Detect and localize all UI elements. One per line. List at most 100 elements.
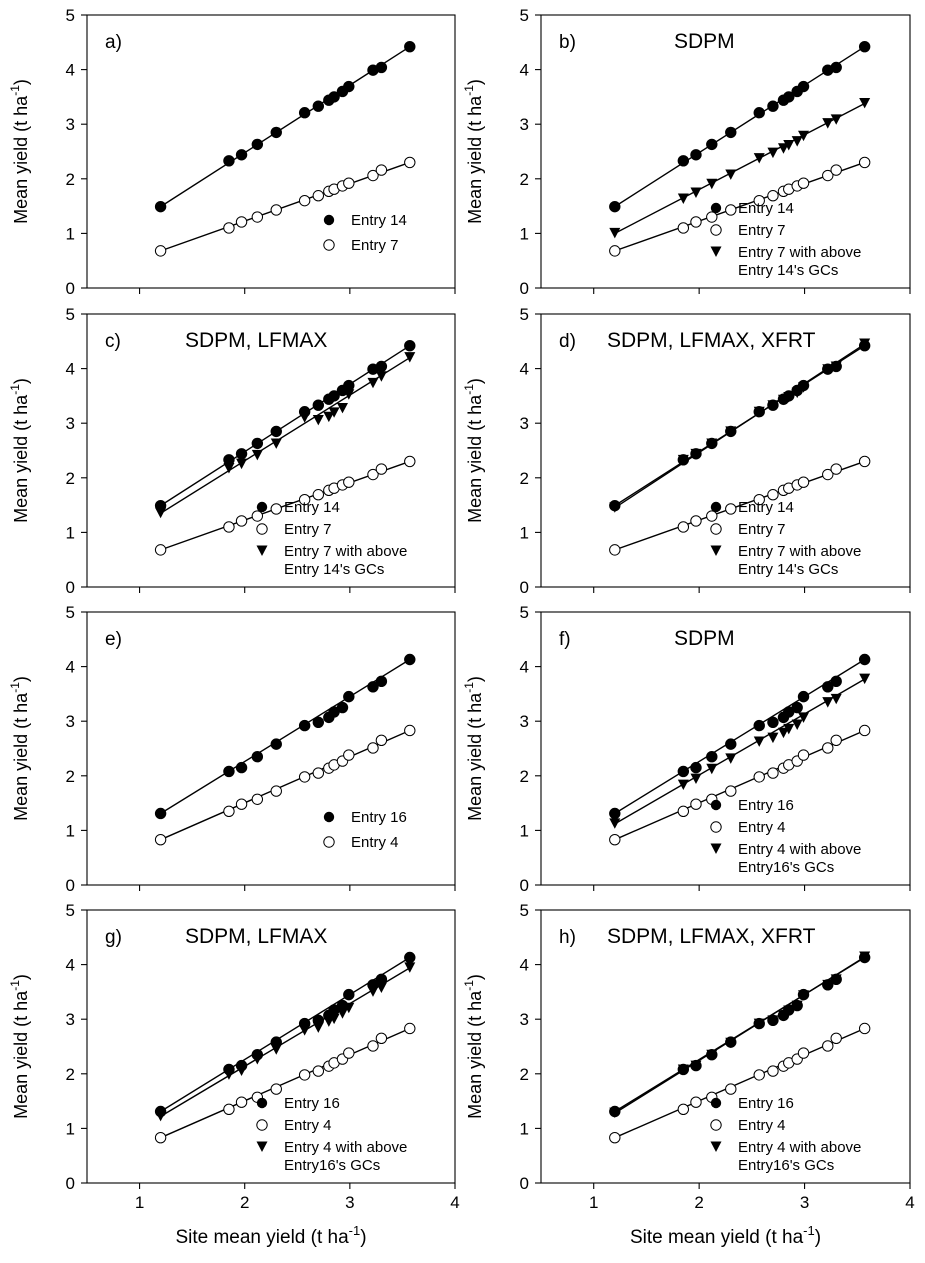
data-point — [343, 476, 355, 488]
panel-d: 0 1 2 3 4 5 Mean yield (t ha-1) d) SDPM, LFMAX, … — [462, 305, 911, 597]
legend-marker — [323, 836, 335, 848]
y-tick-label: 4 — [66, 956, 75, 975]
data-point — [690, 761, 702, 774]
y-tick-label: 4 — [520, 658, 529, 677]
data-point — [725, 738, 737, 750]
legend-label: Entry 14's GCs — [284, 561, 384, 578]
data-point — [830, 1032, 842, 1045]
data-point — [767, 1014, 779, 1026]
data-point — [312, 767, 325, 779]
data-point — [753, 1069, 765, 1081]
plot-frame — [86, 313, 456, 588]
data-point — [312, 100, 325, 112]
legend-label: Entry 14's GCs — [738, 262, 838, 279]
data-point — [298, 493, 311, 506]
data-point — [312, 190, 325, 202]
data-point — [298, 406, 311, 418]
data-point — [690, 187, 702, 198]
data-point — [404, 724, 416, 737]
data-point — [223, 805, 235, 817]
data-point — [690, 1059, 702, 1072]
data-point — [323, 411, 335, 423]
data-point — [725, 503, 737, 515]
legend-label: Entry 14's GCs — [738, 561, 838, 578]
data-point — [270, 785, 282, 797]
data-point — [706, 138, 718, 151]
data-point — [753, 493, 765, 506]
y-tick-label: 4 — [66, 658, 75, 677]
y-tick-label: 4 — [66, 61, 75, 80]
legend-label: Entry 16 — [351, 809, 407, 826]
y-tick-label: 3 — [66, 115, 75, 134]
data-point — [822, 681, 834, 693]
legend-marker — [710, 545, 722, 556]
data-point — [404, 40, 416, 53]
panel-title: SDPM, LFMAX, XFRT — [607, 925, 816, 948]
data-point — [251, 437, 264, 450]
data-point — [367, 979, 379, 991]
plot-frame — [540, 909, 911, 1184]
data-point — [822, 742, 834, 754]
data-point — [767, 732, 779, 744]
panel-f: 0 1 2 3 4 5 Mean yield (t ha-1) f) SDPM Entry 16 E… — [462, 603, 911, 895]
data-point — [343, 80, 355, 93]
y-tick-label: 1 — [520, 523, 529, 542]
data-point — [859, 673, 871, 685]
data-point — [336, 701, 349, 714]
y-tick-label: 1 — [66, 1119, 75, 1138]
data-point — [783, 139, 795, 151]
data-point — [298, 194, 311, 207]
legend-marker — [710, 202, 722, 214]
plot-frame — [540, 14, 911, 289]
panel-label: e) — [105, 629, 122, 650]
legend-label: Entry 16 — [284, 1095, 340, 1112]
data-point — [797, 988, 810, 1001]
y-tick-label: 2 — [66, 767, 75, 786]
y-tick-label: 5 — [66, 603, 75, 622]
data-point — [223, 463, 235, 474]
legend-label: Entry 4 — [284, 1117, 332, 1134]
data-point — [298, 1069, 311, 1081]
legend-label: Entry 7 — [738, 521, 786, 538]
data-point — [767, 716, 779, 728]
data-point — [677, 779, 689, 791]
legend-label: Entry 16 — [738, 1095, 794, 1112]
data-point — [753, 771, 765, 783]
data-point — [235, 448, 248, 460]
legend-label: Entry 14 — [284, 499, 340, 516]
legend-label: Entry 4 with above — [284, 1139, 407, 1156]
data-point — [690, 216, 702, 228]
y-tick-label: 5 — [520, 6, 529, 25]
data-point — [312, 716, 325, 728]
legend-marker — [256, 1119, 268, 1131]
data-point — [725, 785, 737, 797]
legend-marker — [710, 523, 722, 535]
data-point — [830, 164, 842, 176]
data-point — [677, 521, 690, 533]
panel-label: a) — [105, 32, 122, 53]
x-tick-label: 3 — [800, 1193, 809, 1212]
data-point — [706, 510, 718, 522]
panel-a: 0 1 2 3 4 5 Mean yield (t ha-1) a) Entry 14 Entry… — [8, 6, 456, 298]
data-point — [797, 1047, 810, 1059]
y-tick-label: 3 — [66, 1010, 75, 1029]
legend-marker — [710, 843, 722, 854]
data-point — [783, 390, 795, 402]
data-point — [791, 719, 803, 730]
data-point — [270, 425, 282, 438]
data-point — [690, 448, 702, 460]
series-line — [614, 46, 866, 208]
x-tick-label: 1 — [135, 1193, 144, 1212]
data-point — [312, 1014, 325, 1026]
data-point — [251, 138, 264, 151]
data-point — [312, 489, 325, 501]
data-point — [609, 818, 621, 829]
y-tick-label: 4 — [520, 61, 529, 80]
data-point — [753, 153, 765, 164]
data-point — [328, 390, 340, 402]
x-tick-label: 4 — [905, 1193, 914, 1212]
x-tick-label: 1 — [589, 1193, 598, 1212]
data-point — [223, 454, 235, 466]
panel-label: f) — [559, 629, 571, 650]
